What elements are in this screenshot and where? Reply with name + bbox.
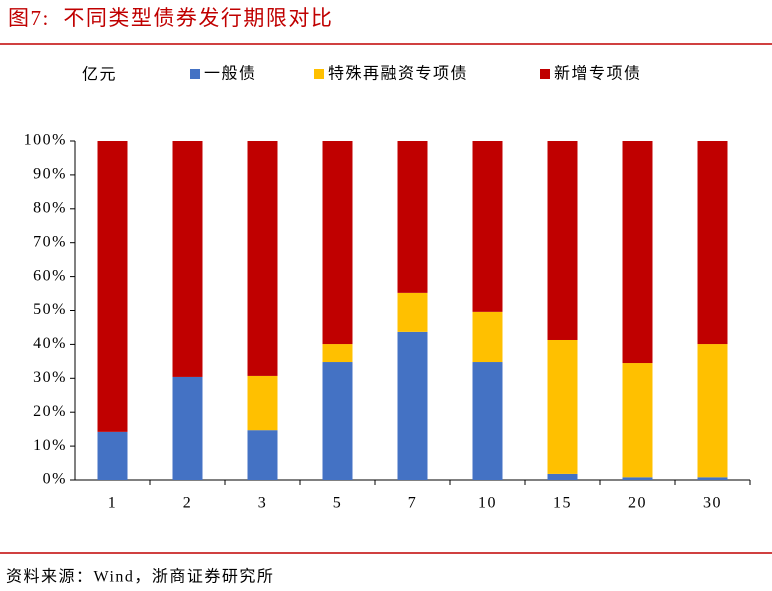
x-tick-label: 5	[333, 495, 343, 512]
bar-segment	[697, 477, 728, 480]
bar-segment	[247, 141, 278, 376]
bar-segment	[397, 331, 428, 480]
bar-segment	[322, 141, 353, 345]
bar-segment	[172, 376, 203, 480]
y-tick-label: 40%	[33, 335, 67, 352]
y-tick-label: 30%	[33, 369, 67, 386]
bar-segment	[622, 363, 653, 478]
legend-label: 一般债	[204, 65, 257, 83]
legend-swatch	[540, 69, 550, 79]
x-tick-label: 7	[408, 495, 418, 512]
y-tick-label: 100%	[24, 132, 67, 149]
bar-segment	[472, 141, 503, 312]
legend-swatch	[190, 69, 200, 79]
bar-segment	[97, 431, 128, 480]
bar-segment	[322, 362, 353, 480]
y-tick-label: 70%	[33, 233, 67, 250]
x-tick-label: 2	[183, 495, 193, 512]
legend-swatch	[314, 69, 324, 79]
bar-segment	[397, 292, 428, 332]
x-tick-label: 15	[553, 495, 572, 512]
x-tick-label: 30	[703, 495, 722, 512]
chart-title: 图7: 不同类型债券发行期限对比	[8, 6, 333, 30]
bar-segment	[472, 362, 503, 480]
y-tick-label: 80%	[33, 199, 67, 216]
legend-label: 新增专项债	[554, 65, 642, 83]
bar-segment	[547, 473, 578, 480]
y-tick-label: 10%	[33, 437, 67, 454]
bar-segment	[247, 375, 278, 431]
bar-segment	[622, 141, 653, 364]
y-tick-label: 90%	[33, 166, 67, 183]
x-tick-label: 10	[478, 495, 497, 512]
bar-segment	[697, 344, 728, 478]
source-note: 资料来源：Wind，浙商证券研究所	[6, 568, 274, 586]
bar-segment	[247, 430, 278, 480]
bar-segment	[97, 141, 128, 432]
y-tick-label: 50%	[33, 301, 67, 318]
y-tick-label: 20%	[33, 403, 67, 420]
bar-segment	[172, 141, 203, 377]
x-tick-label: 20	[628, 495, 647, 512]
bar-segment	[622, 477, 653, 480]
x-tick-label: 3	[258, 495, 268, 512]
legend-label: 特殊再融资专项债	[328, 65, 468, 83]
y-tick-label: 0%	[43, 471, 67, 488]
bar-segment	[547, 339, 578, 474]
bar-segment	[697, 141, 728, 345]
y-tick-label: 60%	[33, 267, 67, 284]
unit-label: 亿元	[82, 66, 117, 84]
bar-segment	[472, 311, 503, 363]
bar-segment	[547, 141, 578, 340]
bar-segment	[397, 141, 428, 293]
x-tick-label: 1	[108, 495, 118, 512]
bar-segment	[322, 344, 353, 363]
